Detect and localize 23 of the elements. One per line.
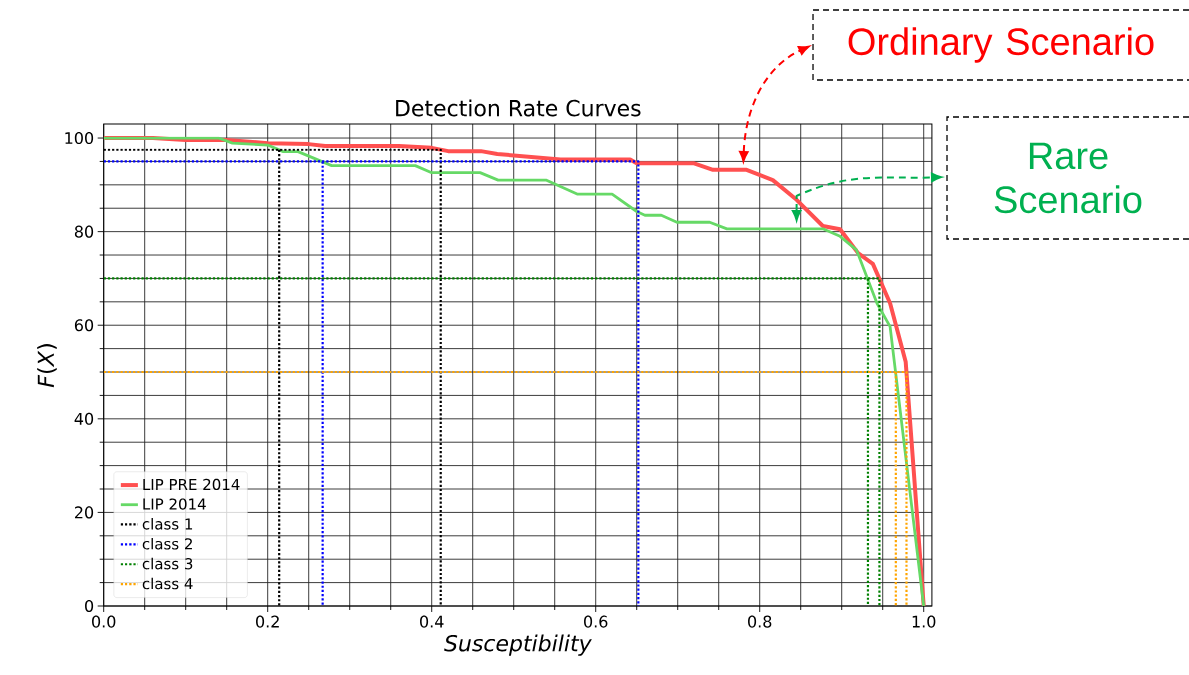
- x-tick-label: 0.8: [748, 615, 772, 628]
- x-tick-label: 0.0: [92, 615, 116, 628]
- y-tick-label: 0: [85, 599, 94, 613]
- legend-label: LIP PRE 2014: [143, 478, 240, 491]
- x-tick-label: 0.4: [420, 615, 444, 628]
- x-tick-label: 0.6: [584, 615, 608, 628]
- x-tick-label: 1.0: [912, 615, 936, 628]
- y-axis-title: F(X): [37, 344, 57, 388]
- legend-label: LIP 2014: [143, 498, 206, 510]
- y-tick-label: 20: [74, 506, 94, 519]
- text: Ordinary Scenario: [848, 27, 1154, 63]
- legend-label: class 4: [142, 577, 193, 590]
- y-tick-label: 60: [74, 319, 94, 332]
- y-tick-label: 100: [65, 131, 94, 145]
- y-tick-label: 80: [74, 225, 94, 238]
- chart-title: Detection Rate Curves: [396, 99, 641, 117]
- legend-label: class 1: [142, 518, 193, 530]
- legend-label: class 2: [142, 537, 192, 550]
- y-tick-label: 40: [74, 412, 94, 425]
- x-axis-title: Susceptibility: [444, 634, 592, 656]
- x-tick-label: 0.2: [256, 615, 279, 628]
- text: Rare Scenario: [994, 142, 1142, 214]
- legend-label: class 3: [142, 557, 193, 570]
